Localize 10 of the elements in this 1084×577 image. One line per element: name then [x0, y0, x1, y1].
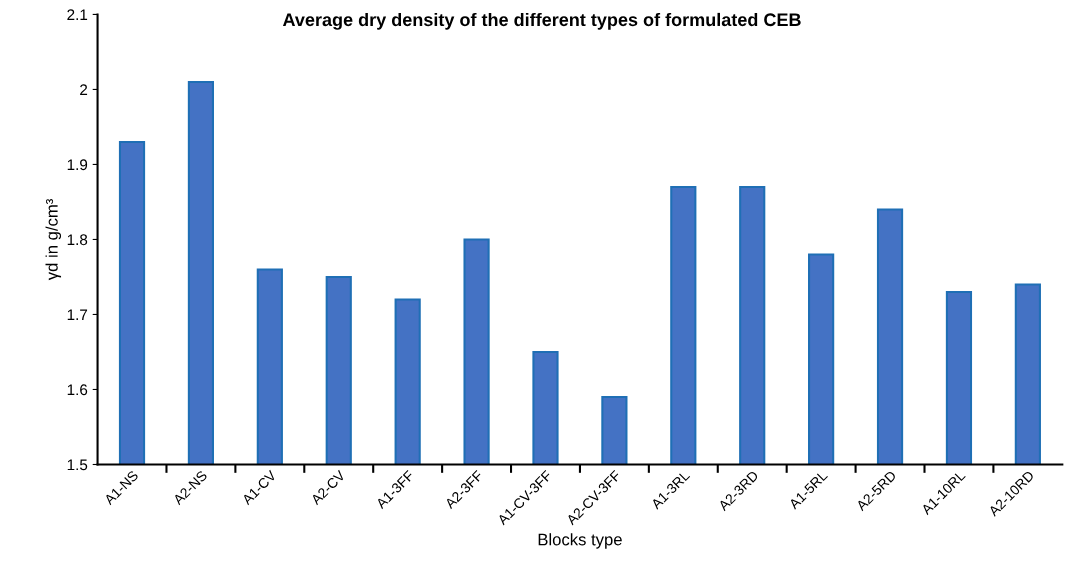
chart-title: Average dry density of the different types of formulated CEB: [282, 12, 801, 30]
y-tick-label: 1.8: [67, 234, 88, 246]
y-tick-label: 1.7: [67, 309, 88, 320]
y-tick-label: 2.1: [67, 9, 88, 20]
y-tick-label: 1.6: [67, 384, 88, 396]
y-tick-label: 1.5: [67, 459, 88, 471]
x-axis-title: Blocks type: [538, 533, 622, 549]
y-tick-label: 2: [80, 84, 88, 95]
y-axis-title: γd in g/cm³: [45, 199, 62, 281]
y-tick-label: 1.9: [67, 159, 88, 171]
